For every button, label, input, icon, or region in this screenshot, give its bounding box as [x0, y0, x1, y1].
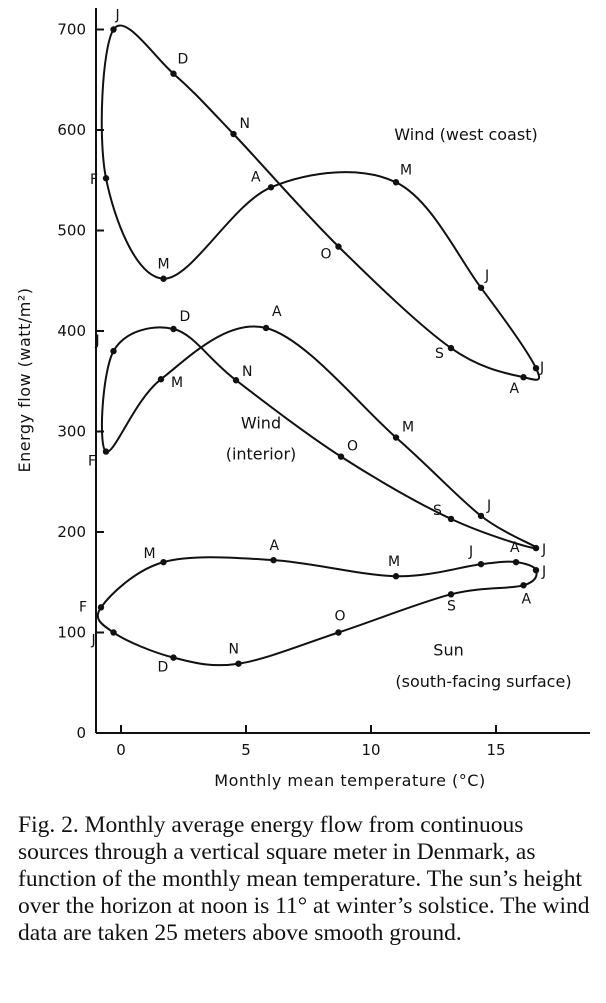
data-point — [335, 629, 342, 636]
data-point — [447, 515, 455, 523]
data-point — [102, 175, 110, 182]
month-label: M — [388, 554, 400, 570]
series-labels: Wind (west coast) Wind (interior) Sun (south… — [226, 125, 572, 691]
month-label: S — [435, 346, 444, 362]
month-label: M — [171, 375, 183, 391]
month-label: D — [180, 309, 191, 325]
month-label: M — [400, 162, 412, 178]
data-point — [232, 377, 240, 384]
month-label: O — [347, 439, 358, 455]
y-tick-label: 200 — [57, 523, 86, 541]
data-point — [532, 566, 540, 574]
data-point — [520, 582, 527, 589]
month-label: N — [240, 116, 250, 132]
y-tick-label: 100 — [57, 624, 86, 642]
data-point — [477, 284, 485, 291]
data-point — [270, 556, 277, 564]
data-point — [170, 654, 177, 661]
month-label: N — [229, 642, 239, 658]
y-tick-label: 300 — [57, 423, 86, 441]
month-label: M — [402, 420, 414, 436]
month-label: S — [433, 503, 442, 519]
month-label: J — [539, 360, 544, 376]
data-point — [102, 448, 110, 455]
month-label: M — [144, 546, 156, 562]
y-tick-label: 400 — [57, 322, 86, 340]
month-label: D — [158, 660, 169, 676]
month-label: F — [88, 454, 96, 470]
data-point — [447, 591, 455, 598]
data-point — [477, 512, 485, 520]
month-label: A — [510, 540, 520, 556]
axes: 0 5 10 15 0 100 200 300 400 500 600 700 — [57, 8, 590, 759]
data-point — [335, 243, 342, 250]
month-label: A — [510, 381, 520, 397]
series-label-wind-west-coast: Wind (west coast) — [394, 125, 537, 144]
month-label: F — [90, 172, 98, 188]
series-curve-0 — [100, 24, 541, 381]
x-tick-label: 15 — [486, 741, 505, 759]
month-label: O — [321, 247, 332, 263]
series-label-sun: (south-facing surface) — [395, 672, 571, 691]
month-label: J — [91, 633, 96, 649]
data-point — [532, 544, 540, 552]
data-point — [447, 344, 455, 352]
series-label-wind-interior: (interior) — [226, 445, 297, 464]
data-point — [267, 184, 275, 191]
data-point — [520, 374, 527, 381]
month-label: J — [541, 542, 546, 558]
curves — [96, 24, 541, 667]
data-point — [532, 364, 540, 372]
data-point — [512, 558, 520, 566]
data-point — [170, 325, 177, 333]
data-point — [262, 324, 270, 332]
figure-caption: Fig. 2. Monthly average energy flow from… — [18, 812, 590, 946]
month-label: A — [522, 591, 532, 607]
month-label: S — [447, 598, 456, 614]
y-tick-label: 500 — [57, 222, 86, 240]
series-label-wind-interior: Wind — [241, 413, 281, 432]
data-point — [477, 560, 485, 568]
month-label: M — [158, 257, 170, 273]
y-tick-label: 600 — [57, 121, 86, 139]
month-label: O — [335, 609, 346, 625]
data-point — [160, 558, 167, 566]
data-point — [97, 604, 105, 611]
month-label: A — [251, 169, 261, 185]
data-point — [110, 26, 117, 33]
series-curve-2 — [96, 556, 538, 667]
month-label: J — [115, 8, 120, 24]
data-point — [337, 453, 345, 460]
y-tick-label: 700 — [57, 21, 86, 39]
data-point — [392, 573, 400, 580]
month-label: J — [95, 333, 100, 349]
data-point — [110, 347, 117, 355]
x-axis-label: Monthly mean temperature (°C) — [214, 771, 485, 790]
data-point — [160, 275, 167, 282]
x-tick-label: 0 — [116, 741, 126, 759]
data-point — [157, 376, 165, 383]
data-point — [230, 130, 237, 138]
month-label: D — [178, 52, 189, 68]
month-label: N — [242, 364, 252, 380]
month-label: J — [468, 544, 473, 560]
x-tick-label: 5 — [241, 741, 251, 759]
month-label: A — [270, 538, 280, 554]
month-label: J — [486, 498, 491, 514]
month-label: F — [79, 599, 87, 615]
y-axis-label: Energy flow (watt/m²) — [15, 288, 34, 473]
data-point — [235, 660, 242, 667]
data-point — [170, 70, 177, 77]
month-label: A — [272, 304, 282, 320]
x-tick-label: 10 — [361, 741, 380, 759]
y-tick-label: 0 — [76, 724, 86, 742]
data-point — [392, 434, 400, 441]
data-point — [110, 629, 117, 636]
data-point — [392, 179, 400, 186]
month-label: J — [484, 268, 489, 284]
month-label: J — [541, 564, 546, 580]
series-label-sun: Sun — [433, 641, 463, 660]
